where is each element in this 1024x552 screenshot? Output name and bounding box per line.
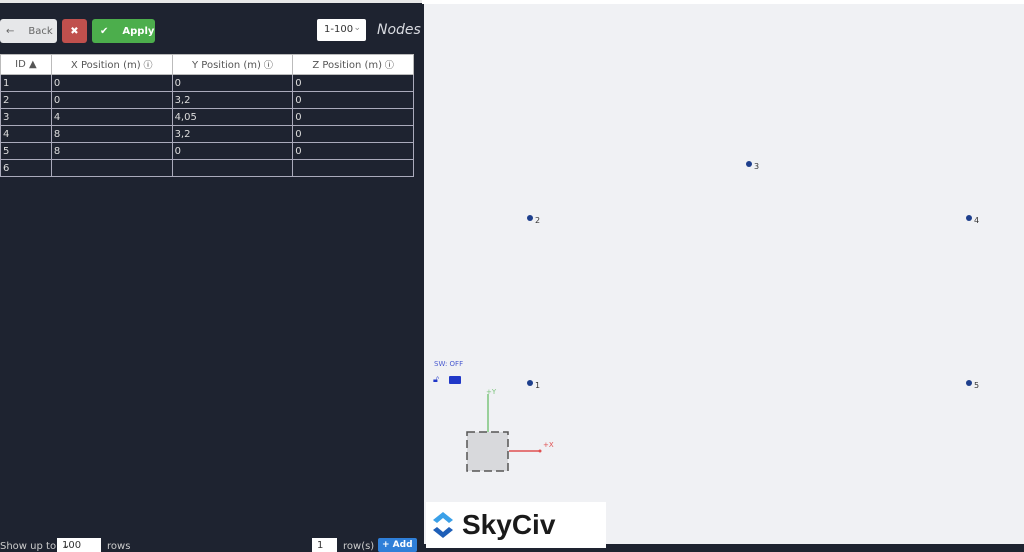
node-label: 4 <box>974 216 980 225</box>
node-label: 2 <box>535 216 541 225</box>
x-axis-label: +X <box>543 441 554 449</box>
self-weight-status[interactable]: SW: OFF <box>434 360 464 368</box>
skyciv-logo-icon <box>433 512 453 538</box>
column-header[interactable]: ID ▲ <box>0 54 52 75</box>
camera-3d-icon[interactable] <box>449 376 461 384</box>
id-cell: 2 <box>0 91 52 109</box>
add-count-input[interactable]: 1 <box>312 538 337 552</box>
position-cell[interactable] <box>292 159 414 177</box>
position-cell[interactable]: 8 <box>50 142 173 160</box>
position-cell[interactable]: 3,2 <box>171 91 294 109</box>
rows-label: rows <box>107 541 131 552</box>
id-cell: 1 <box>0 74 52 92</box>
table-row: 2 0 3,2 0 <box>0 91 414 109</box>
position-cell[interactable]: 4 <box>50 108 173 126</box>
node-label: 3 <box>754 162 760 171</box>
id-cell: 3 <box>0 108 52 126</box>
view-cube[interactable] <box>466 431 509 472</box>
position-cell[interactable]: 0 <box>171 142 294 160</box>
position-cell[interactable]: 0 <box>50 74 173 92</box>
position-cell[interactable] <box>171 159 294 177</box>
column-header[interactable]: X Position (m) ⓘ <box>50 54 173 75</box>
range-select[interactable]: 1-100 ⌄ <box>317 19 366 41</box>
show-label: Show up to <box>0 541 57 552</box>
position-cell[interactable]: 0 <box>292 125 414 143</box>
chevron-down-icon: ⌄ <box>353 23 361 33</box>
id-cell: 6 <box>0 159 52 177</box>
node-point[interactable] <box>746 161 752 167</box>
add-rows-label: row(s) <box>343 541 375 552</box>
node-label: 1 <box>535 381 541 390</box>
back-button[interactable]: ← Back <box>0 19 57 43</box>
position-cell[interactable]: 8 <box>50 125 173 143</box>
top-strip <box>422 0 1024 4</box>
nodes-table: ID ▲ X Position (m) ⓘ Y Position (m) ⓘ Z Po… <box>0 54 414 177</box>
position-cell[interactable]: 0 <box>292 91 414 109</box>
model-viewport[interactable]: SW: OFF 🔓︎ +Y +X 1 2 3 4 5 SkyCiv <box>424 4 1024 548</box>
node-point[interactable] <box>527 215 533 221</box>
apply-button[interactable]: ✔ Apply <box>92 19 155 43</box>
arrow-left-icon: ← <box>6 25 15 37</box>
add-button[interactable]: + Add <box>378 538 417 552</box>
cancel-button[interactable]: ✖ <box>62 19 87 43</box>
node-point[interactable] <box>966 380 972 386</box>
left-panel: ← Back ✖ ✔ Apply 1-100 ⌄ Nodes ID ▲ X Positi… <box>0 0 422 552</box>
info-icon[interactable]: ⓘ <box>140 61 153 71</box>
column-header[interactable]: Z Position (m) ⓘ <box>292 54 414 75</box>
table-row: 6 <box>0 159 414 177</box>
rows-select[interactable]: 100 ⌄ <box>57 538 101 552</box>
x-axis-end <box>538 449 542 453</box>
column-header[interactable]: Y Position (m) ⓘ <box>171 54 294 75</box>
id-cell: 4 <box>0 125 52 143</box>
position-cell[interactable] <box>50 159 173 177</box>
id-cell: 5 <box>0 142 52 160</box>
node-point[interactable] <box>527 380 533 386</box>
page-title: Nodes <box>377 22 421 38</box>
table-footer: Show up to 100 ⌄ rows 1 row(s) + Add <box>0 538 420 552</box>
info-icon[interactable]: ⓘ <box>382 61 394 71</box>
position-cell[interactable]: 0 <box>50 91 173 109</box>
node-label: 5 <box>974 381 980 390</box>
position-cell[interactable]: 0 <box>292 142 414 160</box>
position-cell[interactable]: 0 <box>292 74 414 92</box>
unlock-icon[interactable]: 🔓︎ <box>433 375 439 385</box>
skyciv-logo: SkyCiv <box>426 502 606 548</box>
y-axis-label: +Y <box>486 388 497 396</box>
node-point[interactable] <box>966 215 972 221</box>
position-cell[interactable]: 0 <box>292 108 414 126</box>
check-icon: ✔ <box>100 25 109 37</box>
info-icon[interactable]: ⓘ <box>260 61 273 71</box>
close-icon: ✖ <box>70 25 79 37</box>
position-cell[interactable]: 4,05 <box>171 108 294 126</box>
position-cell[interactable]: 3,2 <box>171 125 294 143</box>
position-cell[interactable]: 0 <box>171 74 294 92</box>
table-row: 3 4 4,05 0 <box>0 108 414 126</box>
table-row: 4 8 3,2 0 <box>0 125 414 143</box>
axis-gizmo: +Y +X <box>466 388 554 472</box>
